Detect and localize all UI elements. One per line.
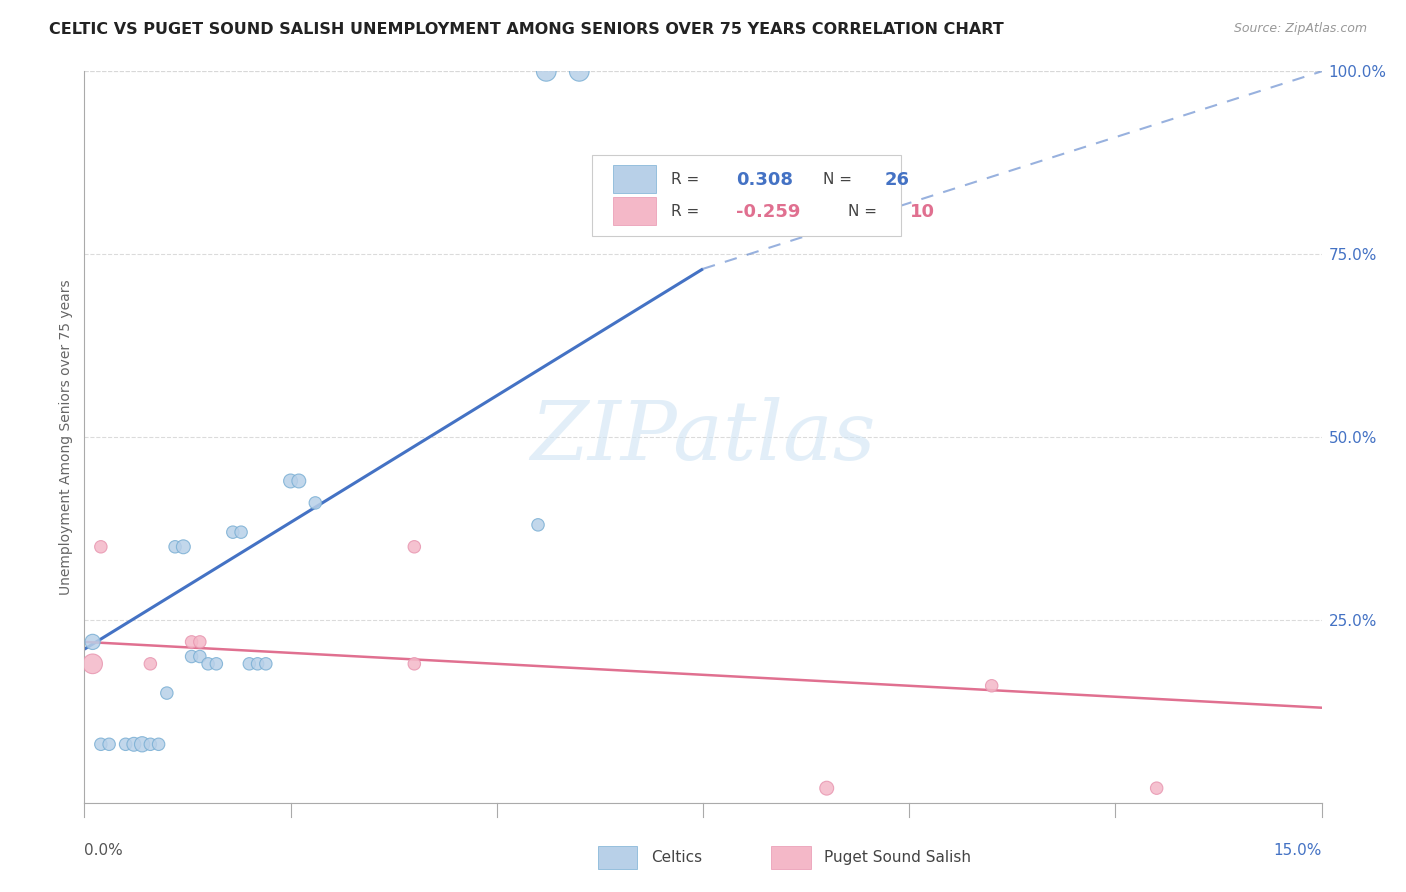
Point — [180, 635, 202, 649]
Y-axis label: Unemployment Among Seniors over 75 years: Unemployment Among Seniors over 75 years — [59, 279, 73, 595]
Point — [197, 657, 219, 671]
Point — [205, 657, 228, 671]
Text: CELTIC VS PUGET SOUND SALISH UNEMPLOYMENT AMONG SENIORS OVER 75 YEARS CORRELATIO: CELTIC VS PUGET SOUND SALISH UNEMPLOYMEN… — [49, 22, 1004, 37]
Point — [156, 686, 179, 700]
Point — [229, 525, 252, 540]
Point — [815, 781, 838, 796]
Point — [139, 657, 162, 671]
Text: 15.0%: 15.0% — [1274, 843, 1322, 858]
Point — [172, 540, 194, 554]
Text: N =: N = — [823, 172, 852, 187]
Point — [122, 737, 145, 751]
FancyBboxPatch shape — [598, 846, 637, 870]
Point — [238, 657, 260, 671]
Point — [98, 737, 121, 751]
Text: 26: 26 — [884, 170, 910, 188]
Text: 0.0%: 0.0% — [84, 843, 124, 858]
Text: R =: R = — [671, 172, 699, 187]
Point — [90, 540, 112, 554]
Point — [980, 679, 1002, 693]
Text: Puget Sound Salish: Puget Sound Salish — [824, 850, 972, 865]
Point — [288, 474, 311, 488]
Point — [148, 737, 170, 751]
Point — [114, 737, 136, 751]
FancyBboxPatch shape — [613, 197, 657, 225]
Text: N =: N = — [848, 204, 877, 219]
Point — [404, 540, 426, 554]
Point — [1146, 781, 1168, 796]
Point — [254, 657, 277, 671]
Point — [304, 496, 326, 510]
Point — [180, 649, 202, 664]
Point — [280, 474, 302, 488]
Text: -0.259: -0.259 — [737, 202, 801, 221]
Point — [568, 64, 591, 78]
Point — [82, 635, 104, 649]
Point — [246, 657, 269, 671]
Point — [404, 657, 426, 671]
FancyBboxPatch shape — [770, 846, 811, 870]
Text: R =: R = — [671, 204, 699, 219]
FancyBboxPatch shape — [592, 155, 901, 235]
Text: ZIPatlas: ZIPatlas — [530, 397, 876, 477]
Point — [139, 737, 162, 751]
FancyBboxPatch shape — [613, 165, 657, 193]
Text: Source: ZipAtlas.com: Source: ZipAtlas.com — [1233, 22, 1367, 36]
Point — [131, 737, 153, 751]
Point — [222, 525, 245, 540]
Point — [188, 649, 211, 664]
Point — [82, 657, 104, 671]
Point — [188, 635, 211, 649]
Point — [536, 64, 558, 78]
Text: Celtics: Celtics — [651, 850, 702, 865]
Point — [527, 517, 550, 532]
Text: 0.308: 0.308 — [737, 170, 793, 188]
Point — [165, 540, 187, 554]
Point — [90, 737, 112, 751]
Text: 10: 10 — [910, 202, 935, 221]
